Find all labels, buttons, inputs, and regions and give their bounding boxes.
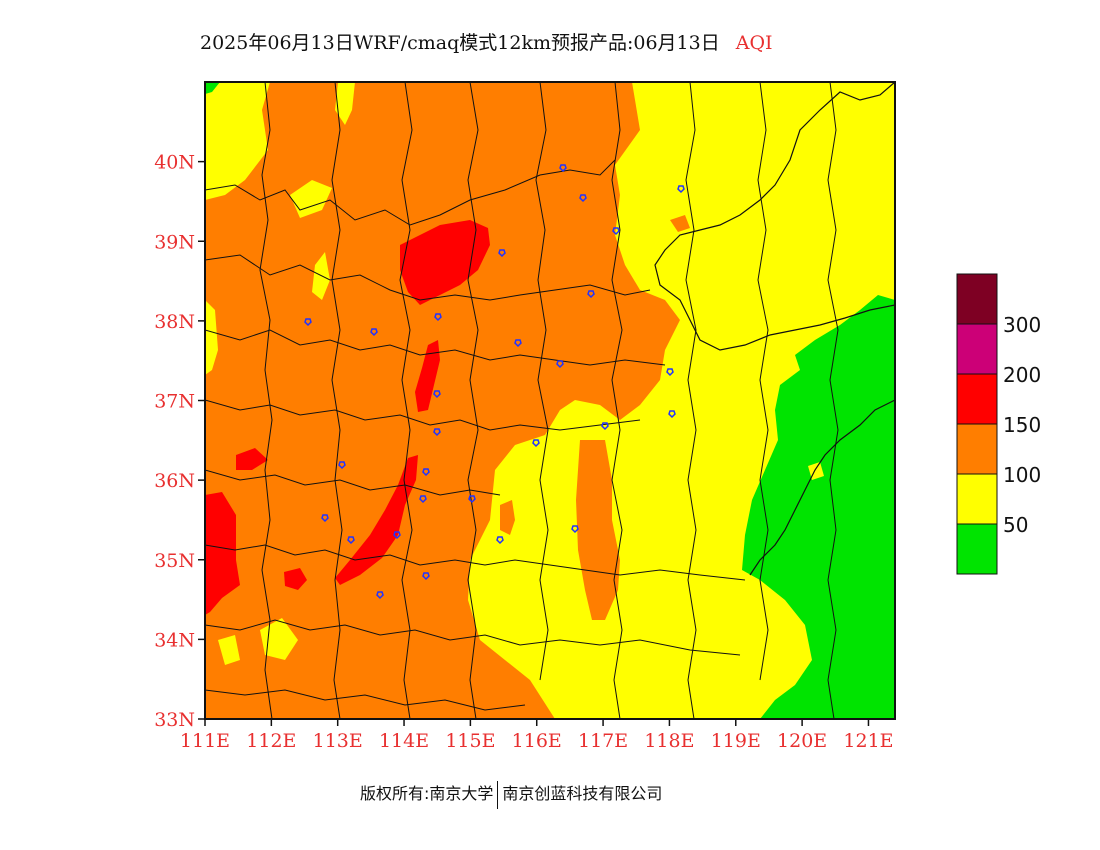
copyright-left: 版权所有:南京大学 <box>360 784 494 803</box>
aqi-layer-orange-south-lobe <box>576 440 620 620</box>
map-title: 2025年06月13日WRF/cmaq模式12km预报产品:06月13日 AQI <box>200 28 773 55</box>
city-marker-icon <box>496 536 504 545</box>
lon-label: 113E <box>313 730 363 752</box>
city-marker-icon <box>370 328 378 337</box>
legend-label: 300 <box>1003 313 1041 337</box>
city-marker-icon <box>376 591 384 600</box>
lat-label: 36N <box>154 470 195 492</box>
aqi-layer-red-west-edge <box>205 492 240 615</box>
city-marker-icon <box>468 495 476 504</box>
admin-boundaries <box>205 82 895 719</box>
lon-label: 118E <box>644 730 694 752</box>
lon-label: 120E <box>777 730 827 752</box>
lat-label: 39N <box>154 231 195 253</box>
latitude-axis: 40N 39N 38N 37N 36N 35N 34N 33N <box>154 152 205 731</box>
lat-label: 40N <box>154 152 195 174</box>
aqi-layer-yellow-west-edge <box>205 300 218 375</box>
lon-label: 115E <box>445 730 495 752</box>
legend-swatch <box>956 273 998 325</box>
city-marker-icon <box>321 514 329 523</box>
aqi-layer-yellow-west-strip <box>205 82 270 200</box>
lon-label: 121E <box>843 730 893 752</box>
city-marker-icon <box>556 360 564 369</box>
city-marker-icon <box>666 368 674 377</box>
aqi-layer-red-west-spot <box>236 448 268 470</box>
lon-label: 111E <box>180 730 230 752</box>
legend-label: 50 <box>1003 513 1028 537</box>
city-marker-icon <box>571 525 579 534</box>
city-marker-icon <box>433 390 441 399</box>
city-marker-icon <box>347 536 355 545</box>
city-marker-icon <box>587 290 595 299</box>
aqi-layer-red-central-streak <box>415 340 440 412</box>
aqi-layer-green-nw-corner <box>205 82 220 94</box>
city-marker-icon <box>422 572 430 581</box>
map-plot-area <box>205 82 895 719</box>
legend-swatch <box>956 323 998 375</box>
city-marker-icon <box>559 164 567 173</box>
legend-label: 100 <box>1003 463 1041 487</box>
city-marker-icon <box>612 227 620 236</box>
aqi-layer-yellow-sw-spot <box>218 635 240 665</box>
aqi-layer-yellow-nw-spot <box>290 180 332 218</box>
copyright: 版权所有:南京大学 南京创蓝科技有限公司 <box>360 780 662 809</box>
legend-label: 150 <box>1003 413 1041 437</box>
city-marker-icon <box>433 428 441 437</box>
city-marker-icon <box>419 495 427 504</box>
aqi-legend: 300 200 150 100 50 <box>956 273 1041 575</box>
lat-label: 33N <box>154 709 195 731</box>
legend-label: 200 <box>1003 363 1041 387</box>
aqi-layer-red-south-streak <box>335 455 418 585</box>
legend-swatch <box>956 373 998 425</box>
aqi-layer-green-east <box>742 295 895 719</box>
longitude-axis: 111E 112E 113E 114E 115E 116E 117E 118E 119E 120E… <box>180 719 894 752</box>
city-markers <box>304 164 685 600</box>
legend-swatch <box>956 523 998 575</box>
lon-label: 112E <box>246 730 296 752</box>
city-marker-icon <box>422 468 430 477</box>
city-marker-icon <box>668 410 676 419</box>
aqi-layer-yellow-north-spot <box>335 82 355 125</box>
city-marker-icon <box>434 313 442 322</box>
city-marker-icon <box>601 422 609 431</box>
copyright-right: 南京创蓝科技有限公司 <box>502 784 663 803</box>
title-main: 2025年06月13日WRF/cmaq模式12km预报产品:06月13日 <box>200 32 720 54</box>
city-marker-icon <box>677 185 685 194</box>
city-marker-icon <box>532 439 540 448</box>
city-marker-icon <box>514 339 522 348</box>
lat-label: 37N <box>154 391 195 413</box>
aqi-layer-red-north <box>400 220 490 305</box>
city-marker-icon <box>304 318 312 327</box>
lon-label: 114E <box>379 730 429 752</box>
lat-label: 35N <box>154 550 195 572</box>
lon-label: 117E <box>578 730 628 752</box>
aqi-layer-red-south-spot <box>284 568 307 590</box>
lat-label: 38N <box>154 311 195 333</box>
city-marker-icon <box>498 249 506 258</box>
copyright-separator <box>497 780 499 809</box>
city-marker-icon <box>579 194 587 203</box>
aqi-layer-orange-west-lobe <box>500 500 515 535</box>
city-marker-icon <box>393 531 401 540</box>
legend-swatch <box>956 473 998 525</box>
lon-label: 116E <box>512 730 562 752</box>
city-marker-icon <box>338 461 346 470</box>
legend-swatch <box>956 423 998 475</box>
lon-label: 119E <box>711 730 761 752</box>
aqi-layer-orange-spot <box>670 215 690 232</box>
title-variable: AQI <box>735 32 773 54</box>
lat-label: 34N <box>154 629 195 651</box>
